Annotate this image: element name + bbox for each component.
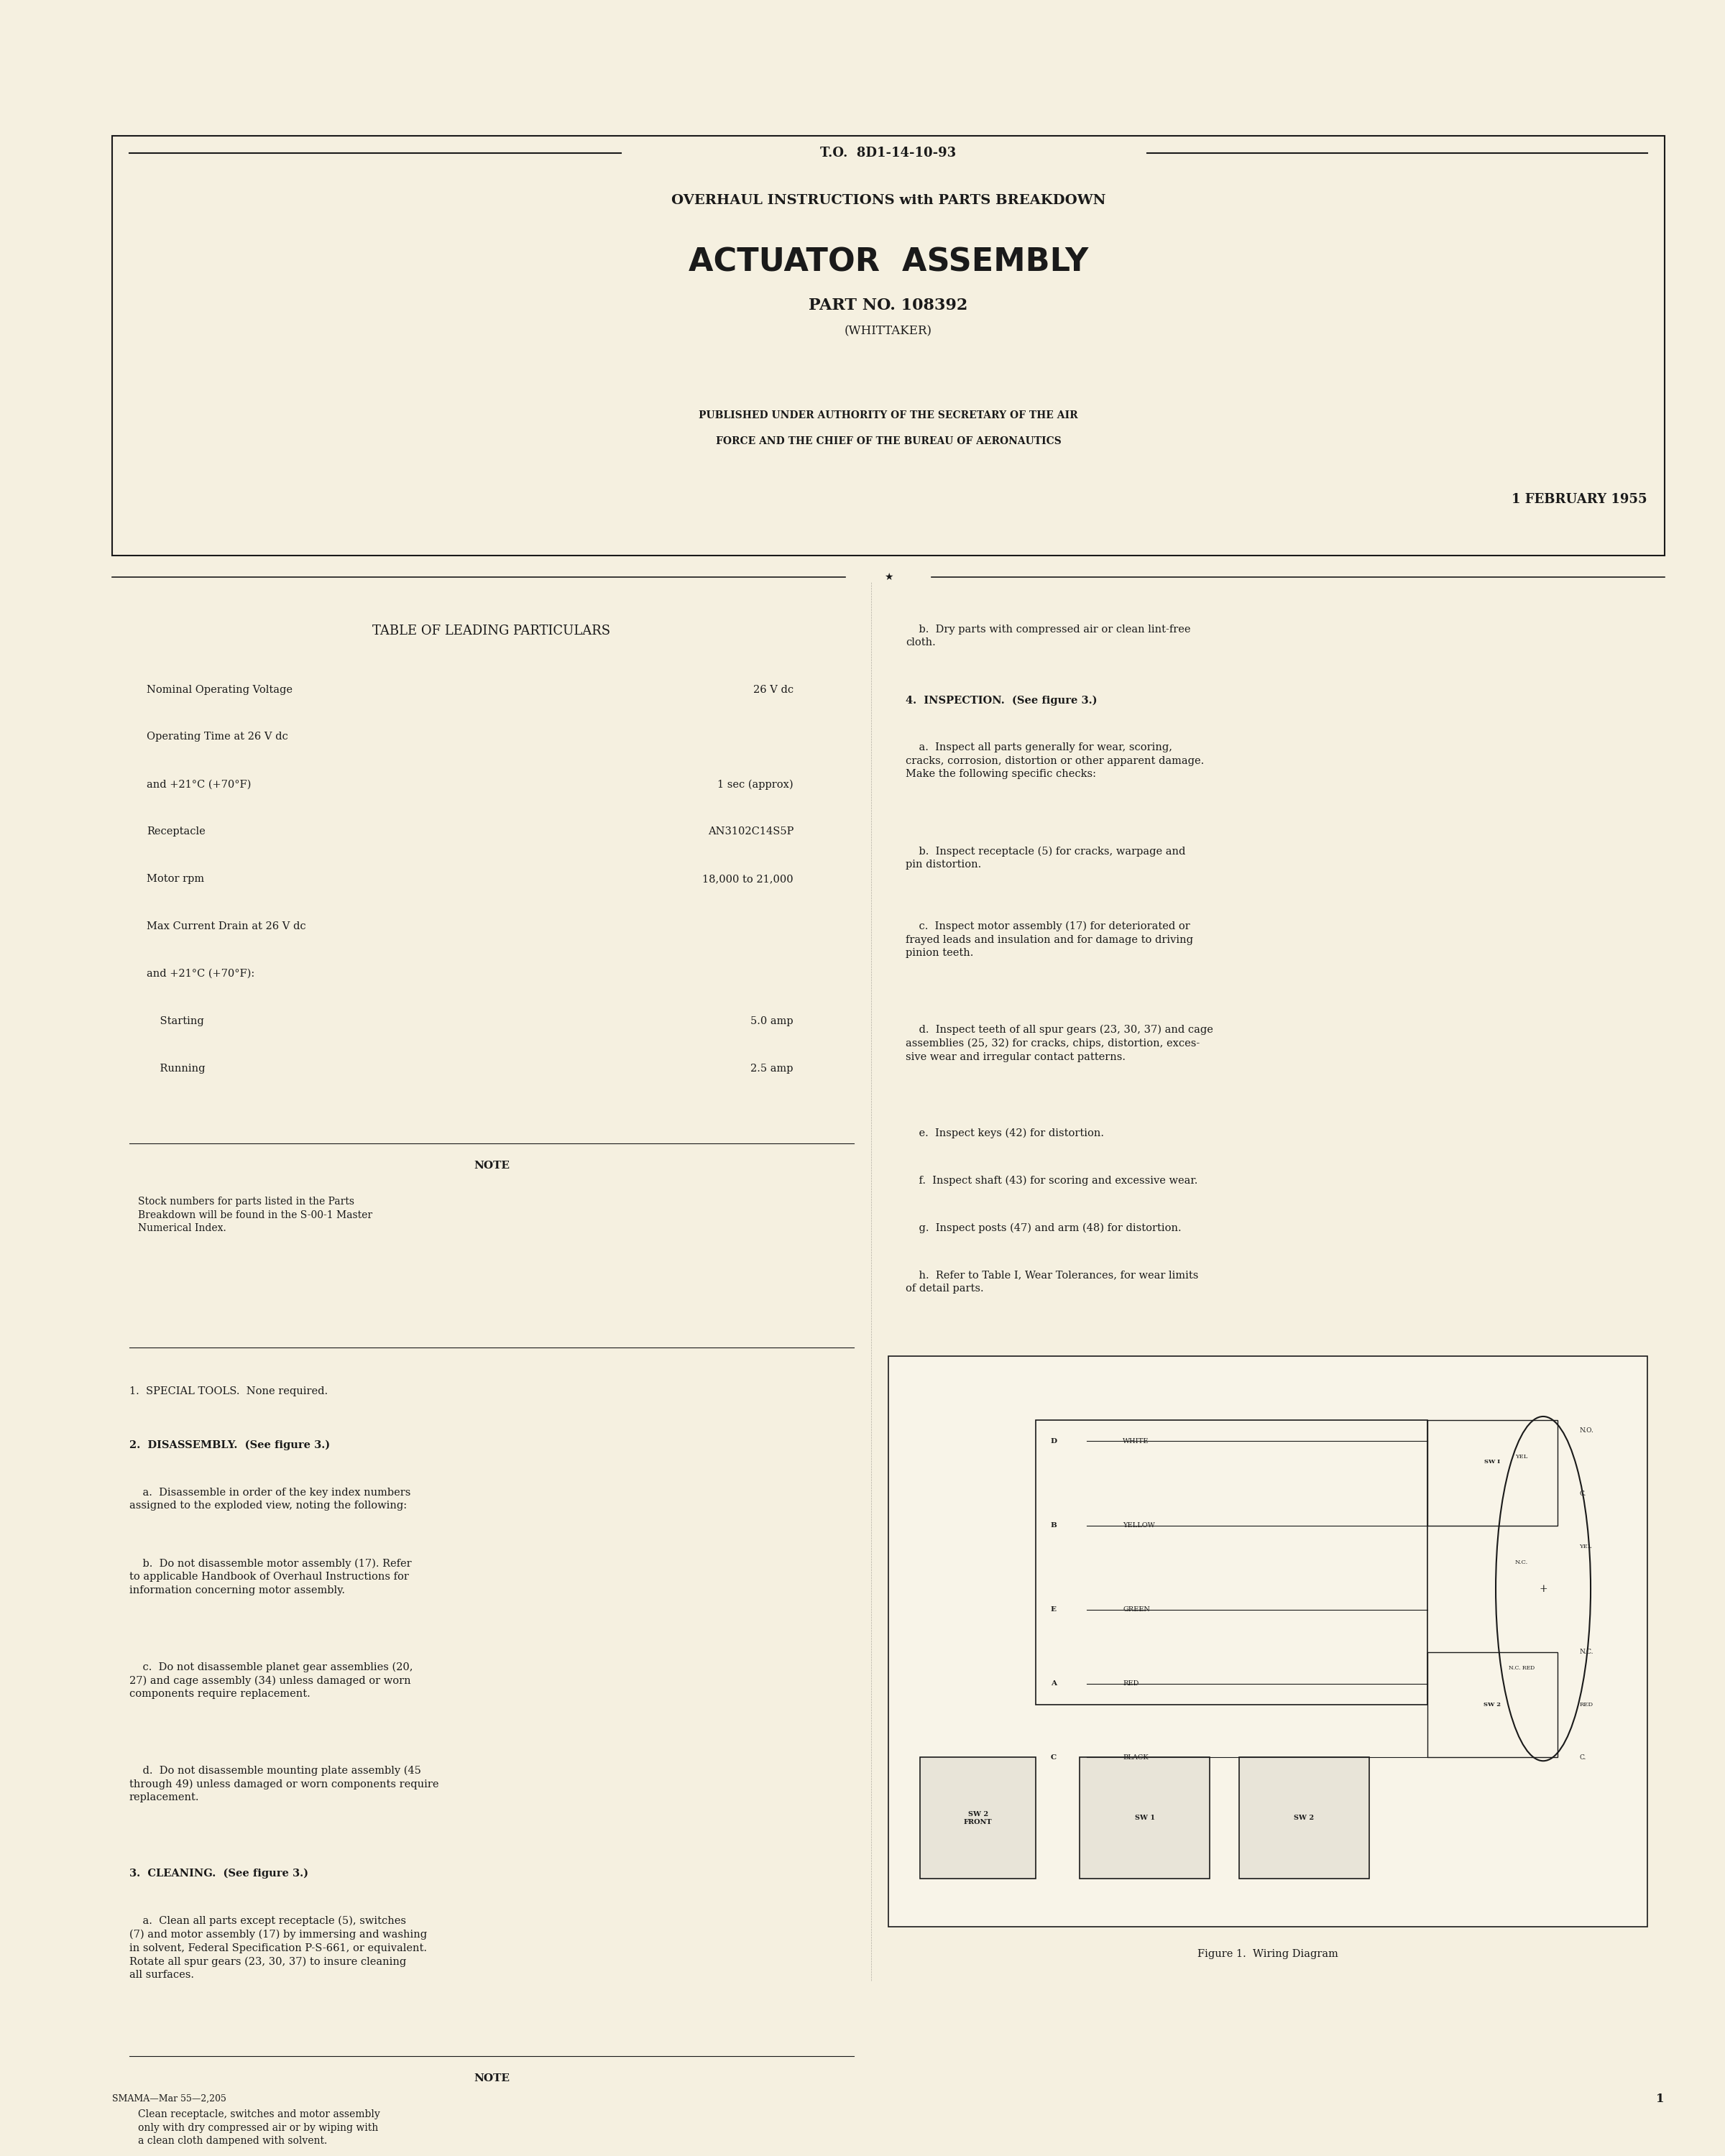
Text: OVERHAUL INSTRUCTIONS with PARTS BREAKDOWN: OVERHAUL INSTRUCTIONS with PARTS BREAKDO… <box>671 194 1106 207</box>
Text: c.  Inspect motor assembly (17) for deteriorated or
frayed leads and insulation : c. Inspect motor assembly (17) for deter… <box>906 921 1194 957</box>
Text: 1 sec (approx): 1 sec (approx) <box>718 778 794 789</box>
Bar <box>129 1143 854 1348</box>
Text: Operating Time at 26 V dc: Operating Time at 26 V dc <box>147 731 288 742</box>
Text: a.  Disassemble in order of the key index numbers
assigned to the exploded view,: a. Disassemble in order of the key index… <box>129 1488 411 1511</box>
Text: 1 FEBRUARY 1955: 1 FEBRUARY 1955 <box>1511 494 1647 507</box>
Text: g.  Inspect posts (47) and arm (48) for distortion.: g. Inspect posts (47) and arm (48) for d… <box>906 1222 1182 1233</box>
Text: C: C <box>1051 1755 1056 1761</box>
Text: B: B <box>1051 1522 1057 1529</box>
Bar <box>1427 1651 1558 1757</box>
Text: BLACK: BLACK <box>1123 1755 1149 1761</box>
Text: d.  Do not disassemble mounting plate assembly (45
through 49) unless damaged or: d. Do not disassemble mounting plate ass… <box>129 1766 438 1802</box>
Text: e.  Inspect keys (42) for distortion.: e. Inspect keys (42) for distortion. <box>906 1128 1104 1138</box>
Text: Figure 1.  Wiring Diagram: Figure 1. Wiring Diagram <box>1197 1949 1339 1960</box>
Text: YEL: YEL <box>1515 1453 1528 1460</box>
Bar <box>888 1356 1647 1927</box>
Text: RED: RED <box>1123 1680 1138 1686</box>
Text: SW 1: SW 1 <box>1135 1815 1154 1822</box>
Bar <box>1080 1757 1209 1878</box>
Text: Starting: Starting <box>147 1015 204 1026</box>
Text: Max Current Drain at 26 V dc: Max Current Drain at 26 V dc <box>147 921 305 931</box>
Text: N.C.: N.C. <box>1515 1559 1528 1565</box>
Text: SMAMA—Mar 55—2,205: SMAMA—Mar 55—2,205 <box>112 2093 226 2104</box>
Bar <box>919 1757 1037 1878</box>
Text: FORCE AND THE CHIEF OF THE BUREAU OF AERONAUTICS: FORCE AND THE CHIEF OF THE BUREAU OF AER… <box>716 436 1061 446</box>
Text: d.  Inspect teeth of all spur gears (23, 30, 37) and cage
assemblies (25, 32) fo: d. Inspect teeth of all spur gears (23, … <box>906 1024 1213 1063</box>
Text: 26 V dc: 26 V dc <box>754 686 794 694</box>
Text: 5.0 amp: 5.0 amp <box>750 1015 794 1026</box>
Text: PART NO. 108392: PART NO. 108392 <box>809 298 968 313</box>
Text: ★: ★ <box>883 571 894 582</box>
Text: SW 2: SW 2 <box>1484 1701 1501 1708</box>
Text: RED: RED <box>1580 1701 1594 1708</box>
Text: N.C.: N.C. <box>1580 1649 1594 1656</box>
Text: and +21°C (+70°F):: and +21°C (+70°F): <box>147 968 255 979</box>
Text: c.  Do not disassemble planet gear assemblies (20,
27) and cage assembly (34) un: c. Do not disassemble planet gear assemb… <box>129 1662 412 1699</box>
Text: 1: 1 <box>1656 2093 1665 2104</box>
Text: a.  Inspect all parts generally for wear, scoring,
cracks, corrosion, distortion: a. Inspect all parts generally for wear,… <box>906 742 1204 778</box>
Text: ACTUATOR  ASSEMBLY: ACTUATOR ASSEMBLY <box>688 248 1088 278</box>
Text: (WHITTAKER): (WHITTAKER) <box>845 326 932 338</box>
Text: SW 2
FRONT: SW 2 FRONT <box>964 1811 992 1826</box>
Text: Stock numbers for parts listed in the Parts
Breakdown will be found in the S-00-: Stock numbers for parts listed in the Pa… <box>138 1197 373 1233</box>
Text: 2.5 amp: 2.5 amp <box>750 1063 794 1074</box>
Text: f.  Inspect shaft (43) for scoring and excessive wear.: f. Inspect shaft (43) for scoring and ex… <box>906 1175 1197 1186</box>
Text: 2.  DISASSEMBLY.  (See figure 3.): 2. DISASSEMBLY. (See figure 3.) <box>129 1440 329 1451</box>
Text: 1.  SPECIAL TOOLS.  None required.: 1. SPECIAL TOOLS. None required. <box>129 1386 328 1397</box>
Text: and +21°C (+70°F): and +21°C (+70°F) <box>147 778 252 789</box>
Text: WHITE: WHITE <box>1123 1438 1149 1445</box>
Text: N.C. RED: N.C. RED <box>1508 1664 1535 1671</box>
Text: AN3102C14S5P: AN3102C14S5P <box>707 826 794 837</box>
Bar <box>1427 1421 1558 1526</box>
Text: PUBLISHED UNDER AUTHORITY OF THE SECRETARY OF THE AIR: PUBLISHED UNDER AUTHORITY OF THE SECRETA… <box>699 410 1078 420</box>
Text: C.: C. <box>1580 1755 1587 1761</box>
Text: 18,000 to 21,000: 18,000 to 21,000 <box>702 873 794 884</box>
Text: h.  Refer to Table I, Wear Tolerances, for wear limits
of detail parts.: h. Refer to Table I, Wear Tolerances, fo… <box>906 1270 1199 1294</box>
Text: SW I: SW I <box>1485 1460 1501 1464</box>
Text: YEL: YEL <box>1580 1544 1592 1550</box>
Bar <box>1037 1421 1427 1705</box>
Text: Motor rpm: Motor rpm <box>147 873 204 884</box>
Text: N.O.: N.O. <box>1580 1427 1594 1434</box>
Text: Receptacle: Receptacle <box>147 826 205 837</box>
Text: SW 2: SW 2 <box>1294 1815 1314 1822</box>
Text: TABLE OF LEADING PARTICULARS: TABLE OF LEADING PARTICULARS <box>373 625 611 638</box>
Text: 4.  INSPECTION.  (See figure 3.): 4. INSPECTION. (See figure 3.) <box>906 696 1097 705</box>
Text: Nominal Operating Voltage: Nominal Operating Voltage <box>147 686 293 694</box>
Text: +: + <box>1539 1585 1547 1593</box>
Text: C.: C. <box>1580 1490 1587 1496</box>
Text: A: A <box>1051 1680 1056 1686</box>
Text: Clean receptacle, switches and motor assembly
only with dry compressed air or by: Clean receptacle, switches and motor ass… <box>138 2109 380 2145</box>
Text: NOTE: NOTE <box>474 1160 509 1171</box>
Bar <box>1239 1757 1370 1878</box>
Text: NOTE: NOTE <box>474 2074 509 2083</box>
Text: b.  Inspect receptacle (5) for cracks, warpage and
pin distortion.: b. Inspect receptacle (5) for cracks, wa… <box>906 845 1185 869</box>
Text: T.O.  8D1-14-10-93: T.O. 8D1-14-10-93 <box>821 147 956 160</box>
Text: D: D <box>1051 1438 1057 1445</box>
Text: b.  Dry parts with compressed air or clean lint-free
cloth.: b. Dry parts with compressed air or clea… <box>906 625 1190 647</box>
Text: b.  Do not disassemble motor assembly (17). Refer
to applicable Handbook of Over: b. Do not disassemble motor assembly (17… <box>129 1559 412 1595</box>
Text: a.  Clean all parts except receptacle (5), switches
(7) and motor assembly (17) : a. Clean all parts except receptacle (5)… <box>129 1917 428 1979</box>
Text: GREEN: GREEN <box>1123 1606 1151 1613</box>
Text: E: E <box>1051 1606 1056 1613</box>
Text: YELLOW: YELLOW <box>1123 1522 1156 1529</box>
Text: 3.  CLEANING.  (See figure 3.): 3. CLEANING. (See figure 3.) <box>129 1869 309 1878</box>
Text: Running: Running <box>147 1063 205 1074</box>
